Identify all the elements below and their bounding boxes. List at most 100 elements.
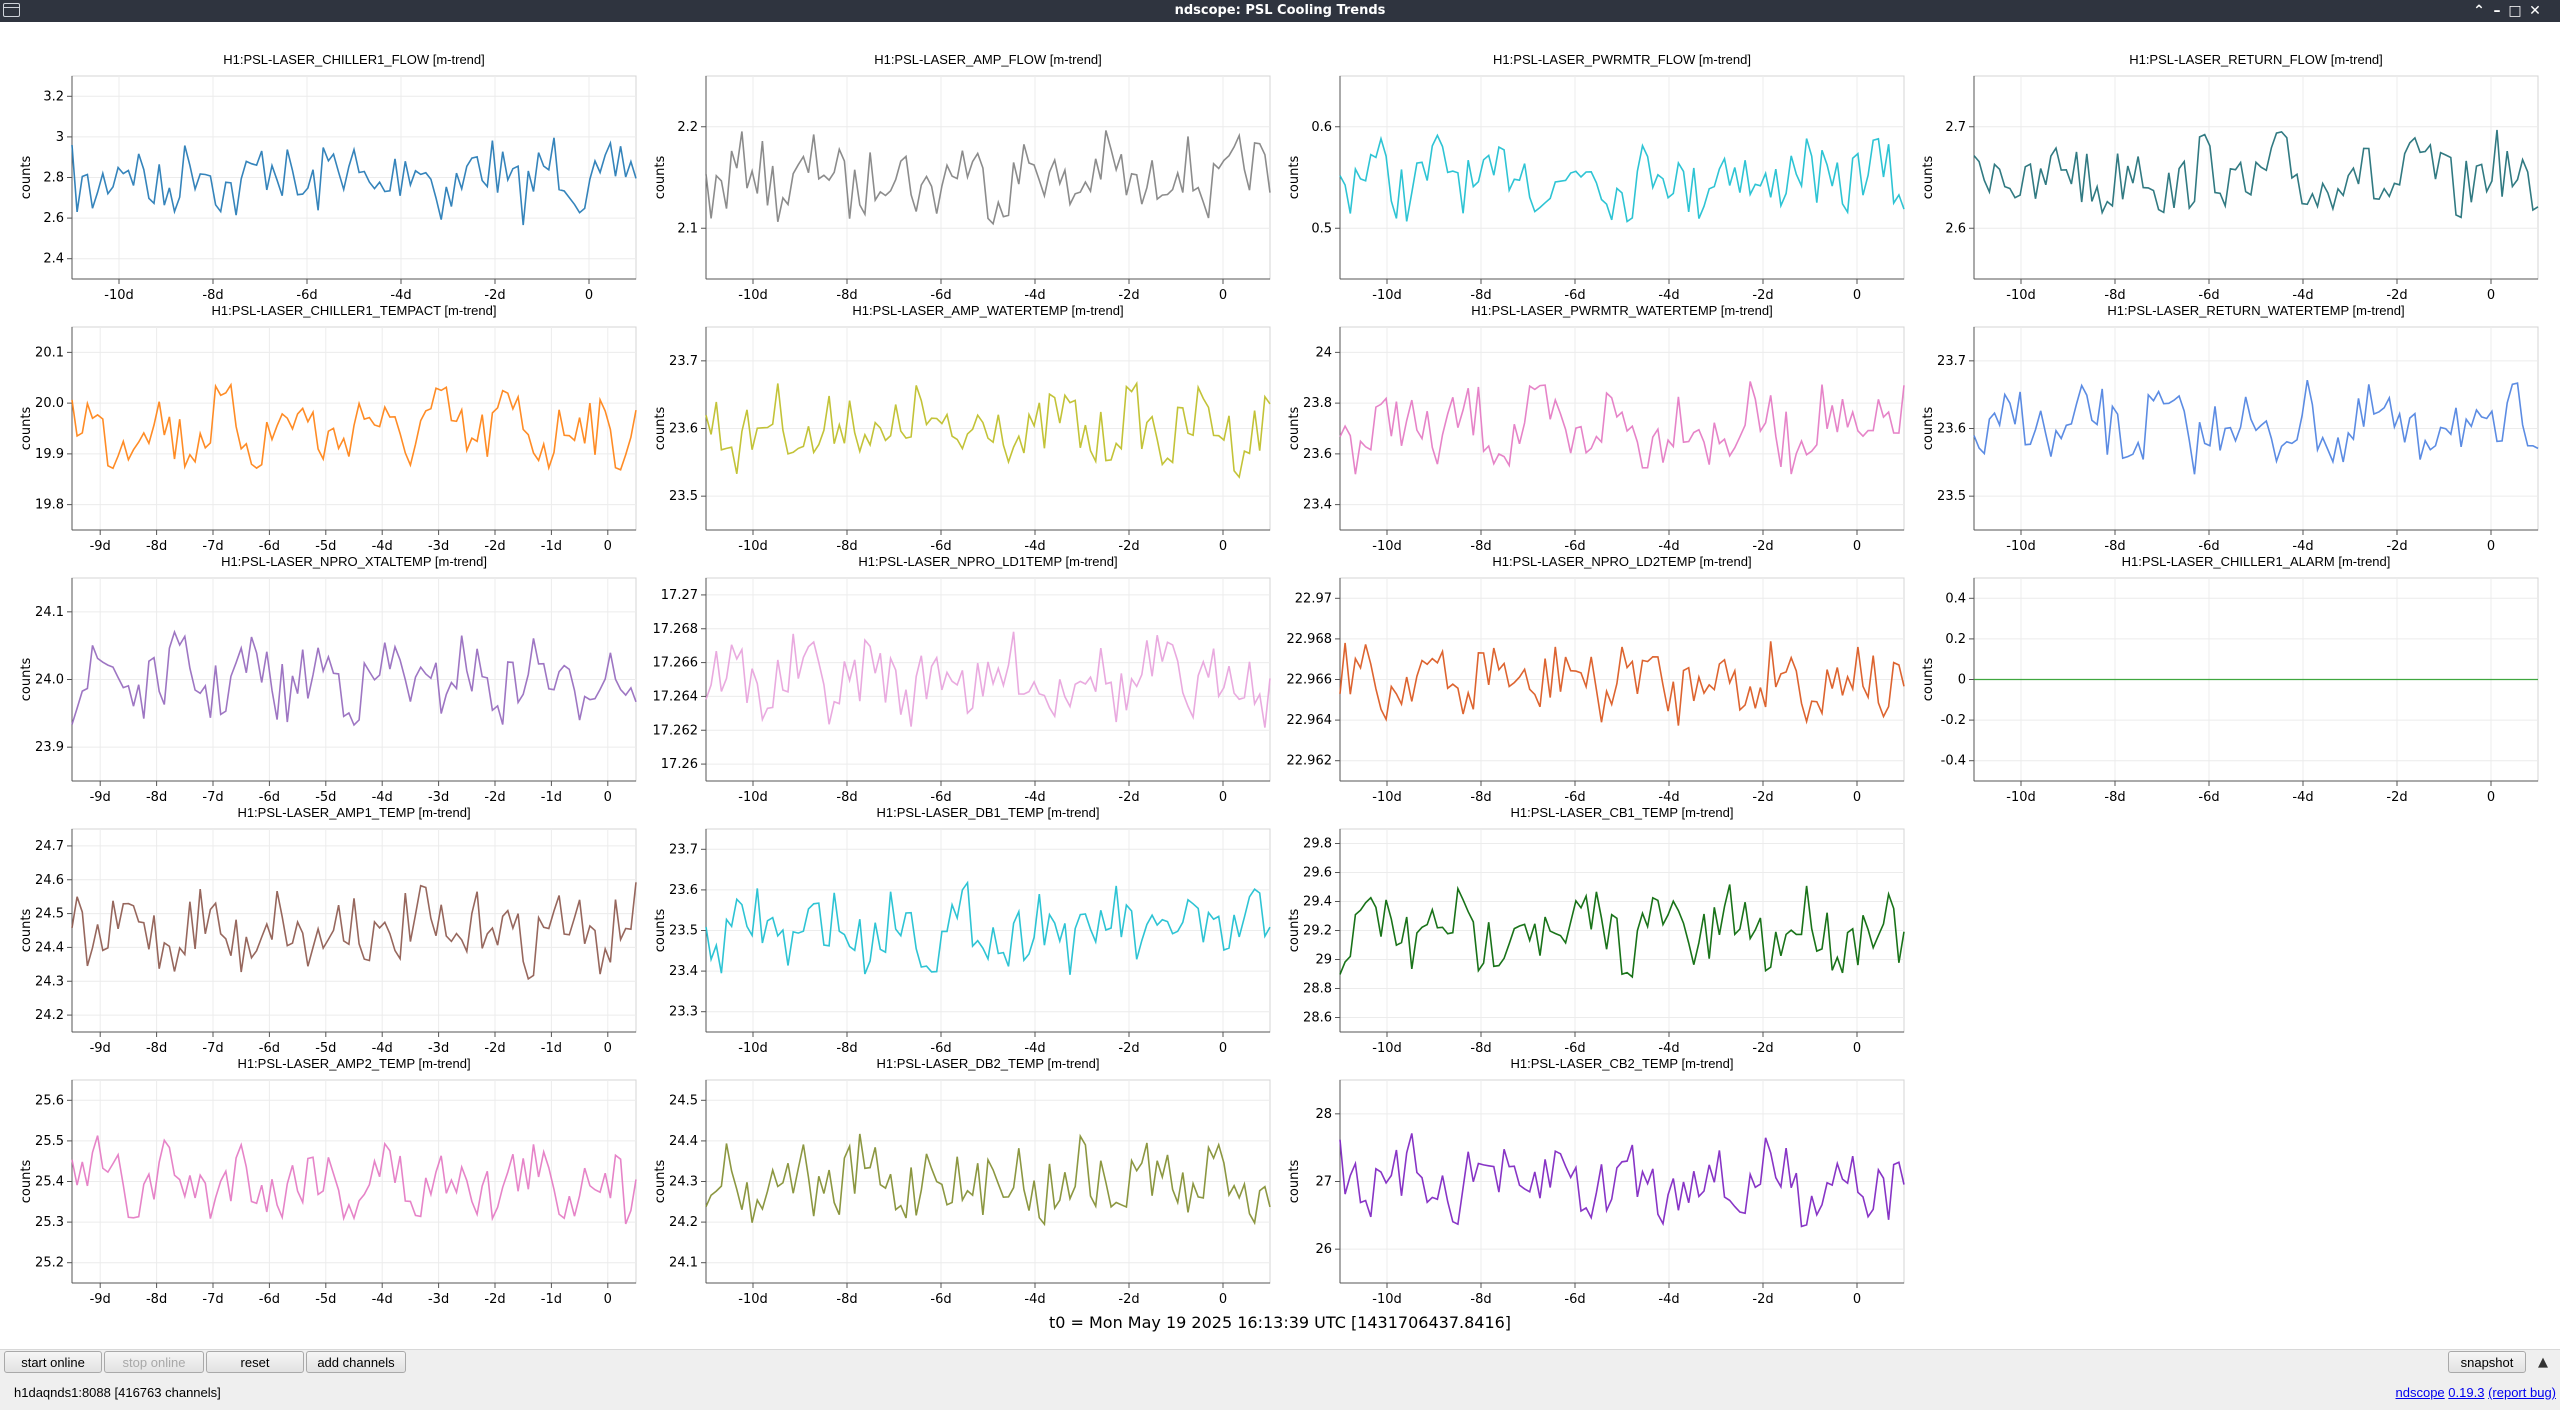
trace-line: [1339, 133, 1905, 223]
x-tick-label: -8d: [1470, 539, 1491, 554]
reset-button[interactable]: reset: [206, 1351, 304, 1373]
x-tick-label: -8d: [1470, 1292, 1491, 1306]
plot-area[interactable]: [705, 577, 1271, 782]
y-tick-label: 23.4: [669, 964, 698, 979]
y-axis-label: counts: [1921, 658, 1936, 702]
y-tick-label: 2.4: [43, 252, 64, 267]
x-tick-label: -10d: [2006, 539, 2036, 554]
y-axis-label: counts: [1287, 156, 1302, 200]
x-tick-label: -6d: [259, 539, 280, 554]
y-tick-label: 0.4: [1945, 591, 1966, 606]
y-tick-label: 29.2: [1303, 924, 1332, 939]
plot-panel[interactable]: H1:PSL-LASER_DB1_TEMP [m-trend] 23.7 23.6 2…: [653, 805, 1271, 1056]
y-tick-label: 17.26: [661, 757, 698, 772]
y-tick-label: 24.0: [35, 673, 64, 688]
add-channels-button[interactable]: add channels: [306, 1351, 406, 1373]
y-tick-label: 24.5: [669, 1093, 698, 1108]
y-tick-label: 2.8: [43, 171, 64, 186]
y-tick-label: 0.6: [1311, 120, 1332, 135]
x-tick-label: -10d: [1372, 1041, 1402, 1056]
plot-panel[interactable]: H1:PSL-LASER_AMP2_TEMP [m-trend] 25.6 25.5…: [19, 1056, 637, 1306]
plot-panel[interactable]: H1:PSL-LASER_NPRO_LD1TEMP [m-trend] 17.27…: [653, 554, 1271, 805]
x-tick-label: -8d: [146, 539, 167, 554]
plot-area[interactable]: [705, 75, 1271, 280]
y-axis-label: counts: [653, 156, 668, 200]
window-titlebar: ndscope: PSL Cooling Trends ⌃ – □ ✕: [0, 0, 2560, 22]
x-tick-label: 0: [1853, 288, 1861, 303]
x-tick-label: -2d: [1118, 288, 1139, 303]
x-tick-label: -2d: [1118, 1041, 1139, 1056]
ndscope-link[interactable]: ndscope: [2395, 1385, 2445, 1400]
plot-panel[interactable]: H1:PSL-LASER_AMP1_TEMP [m-trend] 24.7 24.6…: [19, 805, 637, 1056]
plot-title: H1:PSL-LASER_DB2_TEMP [m-trend]: [876, 1056, 1099, 1071]
plot-area[interactable]: [1339, 75, 1905, 280]
y-tick-label: 27: [1315, 1175, 1332, 1190]
expand-up-icon[interactable]: ▲: [2538, 1355, 2548, 1370]
plot-title: H1:PSL-LASER_CHILLER1_TEMPACT [m-trend]: [212, 303, 497, 318]
x-tick-label: -8d: [2104, 790, 2125, 805]
plot-area[interactable]: [1973, 75, 2539, 280]
plot-area[interactable]: [71, 828, 637, 1033]
y-tick-label: 25.6: [35, 1093, 64, 1108]
x-tick-label: 0: [604, 1041, 612, 1056]
y-axis-label: counts: [1287, 909, 1302, 953]
trace-line: [71, 1135, 637, 1225]
plot-panel[interactable]: H1:PSL-LASER_CB2_TEMP [m-trend] 28 27 26 -10…: [1287, 1056, 1905, 1306]
trace-line: [71, 882, 637, 981]
report-bug-link[interactable]: (report bug): [2488, 1385, 2556, 1400]
plot-title: H1:PSL-LASER_NPRO_XTALTEMP [m-trend]: [221, 554, 487, 569]
plot-panel[interactable]: H1:PSL-LASER_CHILLER1_TEMPACT [m-trend] 2…: [19, 303, 637, 554]
x-tick-label: -10d: [1372, 790, 1402, 805]
x-tick-label: -10d: [1372, 288, 1402, 303]
plot-panel[interactable]: H1:PSL-LASER_CHILLER1_ALARM [m-trend] 0.4…: [1921, 554, 2539, 805]
plot-panel[interactable]: H1:PSL-LASER_RETURN_FLOW [m-trend] 2.7 2.6…: [1921, 52, 2539, 303]
y-tick-label: 0.2: [1945, 632, 1966, 647]
x-tick-label: -8d: [1470, 288, 1491, 303]
window-minimize-icon[interactable]: –: [2493, 3, 2501, 19]
plot-title: H1:PSL-LASER_CHILLER1_ALARM [m-trend]: [2122, 554, 2391, 569]
window-shade-icon[interactable]: ⌃: [2473, 3, 2485, 19]
x-tick-label: -6d: [259, 1292, 280, 1306]
x-tick-label: -2d: [1118, 1292, 1139, 1306]
x-tick-label: 0: [1853, 539, 1861, 554]
plot-panel[interactable]: H1:PSL-LASER_NPRO_XTALTEMP [m-trend] 24.1…: [19, 554, 637, 805]
y-tick-label: 25.5: [35, 1134, 64, 1149]
plot-panel[interactable]: H1:PSL-LASER_CHILLER1_FLOW [m-trend] 3.2 3…: [19, 52, 637, 303]
plot-panel[interactable]: H1:PSL-LASER_PWRMTR_FLOW [m-trend] 0.6 0.5…: [1287, 52, 1905, 303]
x-tick-label: -8d: [202, 288, 223, 303]
y-tick-label: 17.264: [653, 689, 699, 704]
x-tick-label: -4d: [372, 1041, 393, 1056]
x-tick-label: -6d: [930, 539, 951, 554]
y-tick-label: 24.3: [35, 974, 64, 989]
plot-panel[interactable]: H1:PSL-LASER_RETURN_WATERTEMP [m-trend] 2…: [1921, 303, 2539, 554]
trace-line: [1339, 1133, 1905, 1228]
x-tick-label: -2d: [1752, 1292, 1773, 1306]
plot-panel[interactable]: H1:PSL-LASER_AMP_WATERTEMP [m-trend] 23.7…: [653, 303, 1271, 554]
x-tick-label: -4d: [1024, 288, 1045, 303]
version-link[interactable]: 0.19.3: [2448, 1385, 2485, 1400]
x-tick-label: -8d: [836, 288, 857, 303]
x-tick-label: -5d: [315, 539, 336, 554]
stop-online-button[interactable]: stop online: [104, 1351, 204, 1373]
x-tick-label: -6d: [1564, 1292, 1585, 1306]
y-tick-label: 22.964: [1287, 713, 1333, 728]
x-tick-label: -10d: [738, 790, 768, 805]
window-close-icon[interactable]: ✕: [2529, 3, 2541, 19]
plot-title: H1:PSL-LASER_NPRO_LD1TEMP [m-trend]: [858, 554, 1117, 569]
plot-panel[interactable]: H1:PSL-LASER_PWRMTR_WATERTEMP [m-trend] 2…: [1287, 303, 1905, 554]
start-online-button[interactable]: start online: [4, 1351, 102, 1373]
y-tick-label: 25.2: [35, 1256, 64, 1271]
x-tick-label: -1d: [541, 1041, 562, 1056]
window-title: ndscope: PSL Cooling Trends: [1174, 3, 1386, 18]
snapshot-button[interactable]: snapshot: [2448, 1351, 2526, 1373]
x-tick-label: -1d: [541, 790, 562, 805]
y-tick-label: 29: [1315, 953, 1332, 968]
window-maximize-icon[interactable]: □: [2508, 3, 2522, 19]
x-tick-label: -7d: [202, 1041, 223, 1056]
y-tick-label: 29.6: [1303, 866, 1332, 881]
plot-panel[interactable]: H1:PSL-LASER_CB1_TEMP [m-trend] 29.8 29.6 2…: [1287, 805, 1905, 1056]
plot-panel[interactable]: H1:PSL-LASER_NPRO_LD2TEMP [m-trend] 22.97…: [1287, 554, 1905, 805]
plot-panel[interactable]: H1:PSL-LASER_DB2_TEMP [m-trend] 24.5 24.4 2…: [653, 1056, 1271, 1306]
plot-panel[interactable]: H1:PSL-LASER_AMP_FLOW [m-trend] 2.2 2.1 -10…: [653, 52, 1271, 303]
y-tick-label: 22.968: [1287, 632, 1333, 647]
